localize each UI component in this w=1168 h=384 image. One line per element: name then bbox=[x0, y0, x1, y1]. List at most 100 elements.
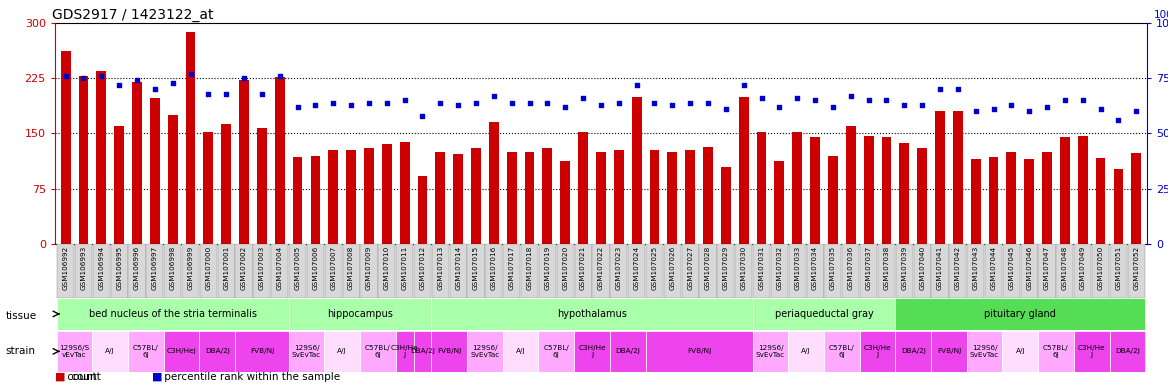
Text: GSM106997: GSM106997 bbox=[152, 246, 158, 290]
Bar bbox=[361, 244, 377, 298]
Text: GSM107023: GSM107023 bbox=[616, 246, 621, 290]
Bar bbox=[1110, 331, 1145, 372]
Text: GSM107025: GSM107025 bbox=[652, 246, 658, 290]
Text: GSM107001: GSM107001 bbox=[223, 246, 229, 290]
Text: GSM107017: GSM107017 bbox=[509, 246, 515, 290]
Bar bbox=[467, 244, 485, 298]
Point bbox=[913, 102, 932, 108]
Point bbox=[360, 99, 378, 106]
Bar bbox=[203, 132, 214, 244]
Bar bbox=[828, 156, 837, 244]
Bar bbox=[807, 244, 823, 298]
Bar bbox=[646, 331, 752, 372]
Bar bbox=[507, 152, 516, 244]
Point bbox=[627, 82, 646, 88]
Bar bbox=[686, 150, 695, 244]
Bar bbox=[575, 331, 610, 372]
Text: ■: ■ bbox=[152, 372, 162, 382]
Text: GSM107049: GSM107049 bbox=[1079, 246, 1086, 290]
Bar bbox=[610, 244, 627, 298]
Text: GSM107032: GSM107032 bbox=[777, 246, 783, 290]
Text: GSM106996: GSM106996 bbox=[134, 246, 140, 290]
Point bbox=[735, 82, 753, 88]
Point bbox=[681, 99, 700, 106]
Bar bbox=[97, 71, 106, 244]
Bar bbox=[1113, 169, 1124, 244]
Point bbox=[74, 75, 92, 81]
Text: GSM107051: GSM107051 bbox=[1115, 246, 1121, 290]
Text: tissue: tissue bbox=[6, 311, 37, 321]
Text: C3H/He
J: C3H/He J bbox=[578, 345, 606, 358]
Text: 129S6/
SvEvTac: 129S6/ SvEvTac bbox=[969, 345, 999, 358]
Bar bbox=[325, 331, 360, 372]
Bar bbox=[700, 244, 717, 298]
Text: 129S6/
SvEvTac: 129S6/ SvEvTac bbox=[471, 345, 500, 358]
Bar bbox=[146, 244, 164, 298]
Text: DBA/2J: DBA/2J bbox=[204, 348, 230, 354]
Point bbox=[377, 99, 396, 106]
Text: 129S6/
SvEvTac: 129S6/ SvEvTac bbox=[756, 345, 785, 358]
Bar bbox=[899, 143, 909, 244]
Text: GSM107013: GSM107013 bbox=[437, 246, 444, 290]
Bar bbox=[521, 244, 538, 298]
Bar bbox=[164, 331, 200, 372]
Point bbox=[645, 99, 663, 106]
Bar bbox=[860, 244, 877, 298]
Point bbox=[538, 99, 557, 106]
Bar bbox=[57, 298, 288, 329]
Text: GSM107033: GSM107033 bbox=[794, 246, 800, 290]
Text: FVB/NJ: FVB/NJ bbox=[937, 348, 961, 354]
Text: GSM107030: GSM107030 bbox=[741, 246, 746, 290]
Bar bbox=[1078, 136, 1087, 244]
Text: bed nucleus of the stria terminalis: bed nucleus of the stria terminalis bbox=[89, 309, 257, 319]
Text: C57BL/
6J: C57BL/ 6J bbox=[1043, 345, 1069, 358]
Text: A/J: A/J bbox=[801, 348, 811, 354]
Bar bbox=[413, 331, 431, 372]
Bar bbox=[328, 150, 339, 244]
Bar bbox=[418, 176, 427, 244]
Text: DBA/2J: DBA/2J bbox=[616, 348, 640, 354]
Bar bbox=[486, 244, 502, 298]
Bar bbox=[431, 298, 752, 329]
Text: ■  count: ■ count bbox=[55, 372, 100, 382]
Text: GSM107028: GSM107028 bbox=[705, 246, 711, 290]
Text: FVB/NJ: FVB/NJ bbox=[687, 348, 711, 354]
Bar bbox=[311, 156, 320, 244]
Bar bbox=[1061, 137, 1070, 244]
Bar bbox=[717, 244, 735, 298]
Point bbox=[931, 86, 950, 92]
Bar bbox=[128, 244, 146, 298]
Point bbox=[1110, 117, 1128, 123]
Bar bbox=[431, 331, 467, 372]
Bar bbox=[342, 244, 360, 298]
Bar bbox=[200, 244, 217, 298]
Bar bbox=[132, 82, 141, 244]
Bar bbox=[561, 161, 570, 244]
Bar bbox=[221, 124, 231, 244]
Bar bbox=[575, 244, 592, 298]
Point bbox=[127, 78, 146, 84]
Bar bbox=[1096, 158, 1105, 244]
Text: GSM107015: GSM107015 bbox=[473, 246, 479, 290]
Text: GSM107048: GSM107048 bbox=[1062, 246, 1068, 290]
Bar bbox=[917, 148, 927, 244]
Bar bbox=[757, 132, 766, 244]
Point bbox=[895, 102, 913, 108]
Point bbox=[252, 91, 271, 97]
Point bbox=[948, 86, 967, 92]
Bar bbox=[985, 244, 1002, 298]
Bar bbox=[360, 331, 396, 372]
Text: periaqueductal gray: periaqueductal gray bbox=[774, 309, 874, 319]
Bar bbox=[257, 127, 266, 244]
Bar bbox=[753, 244, 770, 298]
Bar bbox=[239, 80, 249, 244]
Point bbox=[1127, 108, 1146, 114]
Bar bbox=[78, 76, 89, 244]
Bar bbox=[1002, 331, 1038, 372]
Point bbox=[698, 99, 717, 106]
Point bbox=[181, 71, 200, 77]
Point bbox=[217, 91, 236, 97]
Bar bbox=[846, 126, 856, 244]
Bar bbox=[182, 244, 199, 298]
Text: strain: strain bbox=[6, 346, 36, 356]
